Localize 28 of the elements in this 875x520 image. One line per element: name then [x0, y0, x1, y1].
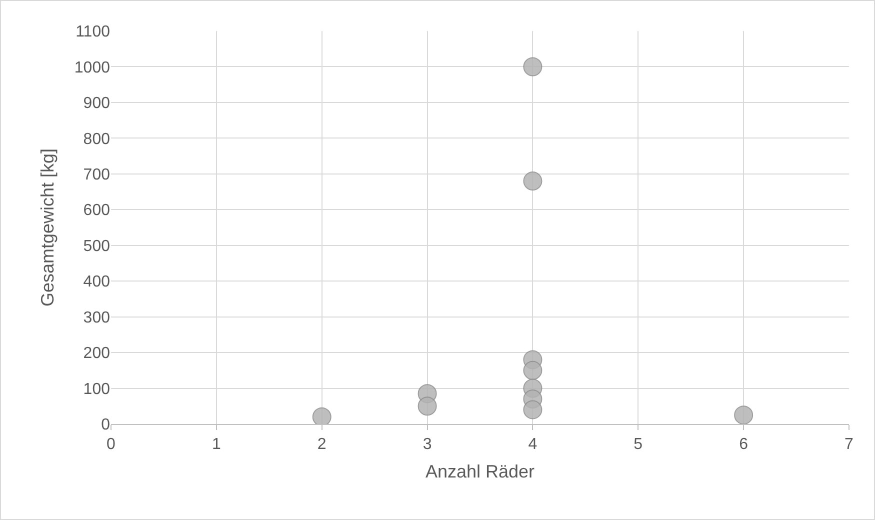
- y-tick-label: 300: [83, 309, 110, 326]
- x-tick-label: 5: [634, 436, 643, 454]
- y-axis-title: Gesamtgewicht [kg]: [38, 148, 58, 307]
- y-tick-label: 600: [83, 202, 110, 220]
- point: [418, 396, 437, 416]
- y-tick-label: 900: [83, 95, 110, 112]
- y-tick-label: 1000: [74, 59, 110, 76]
- y-tick-label: 800: [83, 130, 110, 148]
- y-tick-label: 200: [83, 345, 110, 362]
- point: [312, 407, 332, 424]
- x-tick-label: 6: [739, 436, 748, 454]
- y-tick-label: 0: [101, 416, 110, 434]
- y-tick-label: 500: [83, 238, 110, 255]
- y-tick-label: 1100: [76, 24, 110, 41]
- x-tick-label: 1: [212, 436, 221, 454]
- x-tick-label: 7: [844, 436, 854, 454]
- point: [523, 360, 542, 380]
- point: [523, 172, 542, 191]
- y-tick-label: 100: [83, 380, 110, 398]
- point: [734, 406, 754, 424]
- x-tick-label: 4: [528, 436, 538, 454]
- point: [523, 57, 542, 76]
- x-tick-label: 2: [317, 436, 326, 454]
- x-tick-label: 3: [422, 436, 432, 454]
- point: [523, 400, 542, 420]
- y-tick-label: 700: [83, 166, 110, 184]
- y-tick-label: 400: [83, 274, 110, 291]
- x-axis-title: Anzahl Räder: [425, 461, 535, 482]
